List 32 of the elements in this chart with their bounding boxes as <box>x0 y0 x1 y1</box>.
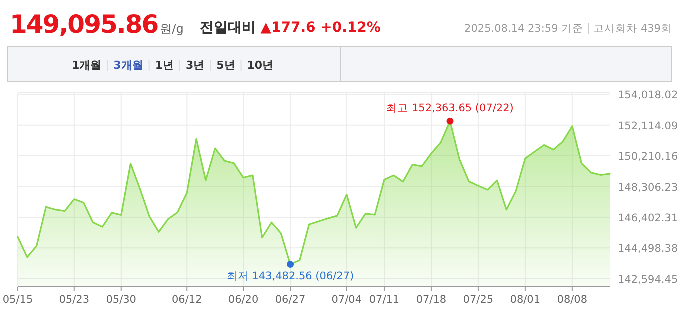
text: 5년 <box>216 59 236 72</box>
text: 10년 <box>247 59 274 72</box>
x-tick-label: 07/04 <box>332 294 362 306</box>
y-tick-label: 152,114.09 <box>618 120 678 132</box>
x-tick-label: 06/27 <box>275 294 306 306</box>
text: 원/g <box>160 22 184 36</box>
y-tick-label: 148,306.23 <box>618 182 678 194</box>
x-tick-label: 07/18 <box>416 294 447 306</box>
annotation: 최저 143,482.56 (06/27) <box>226 270 354 283</box>
y-tick-label: 154,018.02 <box>618 90 678 102</box>
chart-title: 149,095.86 <box>10 10 159 39</box>
text: 3개월 <box>114 59 144 72</box>
x-tick-label: 06/20 <box>228 294 259 306</box>
x-tick-label: 05/30 <box>106 294 136 306</box>
y-tick-label: 150,210.16 <box>618 151 678 164</box>
y-tick-label: 144,498.38 <box>618 243 678 256</box>
text: 3년 <box>186 59 205 72</box>
x-tick-label: 05/23 <box>59 294 90 306</box>
text: 1년 <box>155 59 174 72</box>
annotation: 최고 152,363.65 (07/22) <box>386 102 514 114</box>
x-tick-label: 07/25 <box>463 294 494 306</box>
x-tick-label: 08/08 <box>557 294 588 306</box>
x-tick-label: 06/12 <box>172 294 202 306</box>
x-tick-label: 05/15 <box>2 294 34 306</box>
text: 2025.08.14 23:59 기준 <box>464 23 584 35</box>
text: 고시회차 439회 <box>594 23 672 35</box>
y-tick-label: 142,594.45 <box>618 274 678 286</box>
chart-subtitle: 전일대비 ▲177.6 +0.12% <box>200 20 381 36</box>
x-tick-label: 07/11 <box>369 294 400 306</box>
text: 1개월 <box>72 59 102 72</box>
x-tick-label: 08/01 <box>510 294 541 306</box>
y-tick-label: 146,402.31 <box>618 212 678 224</box>
